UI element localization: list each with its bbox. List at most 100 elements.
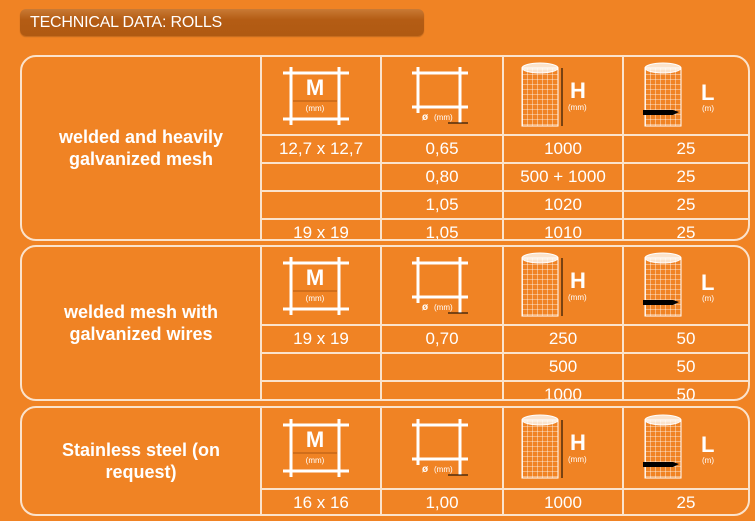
table-cell [260,164,380,190]
header-cell-wire: ø (mm) [380,57,502,134]
svg-text:(mm): (mm) [306,456,325,465]
spec-table: M (mm) ø (mm) H (mm) L (m) 12,7 x 12,7 0,65 1000 25… [260,57,748,239]
table-cell: 1,00 [380,490,502,514]
svg-text:(m): (m) [702,294,714,303]
svg-text:(mm): (mm) [434,465,453,474]
header-cell-mesh: M (mm) [260,247,380,324]
table-cell: 250 [502,326,622,352]
table-cell: 25 [622,136,748,162]
wire-diameter-icon: ø (mm) [412,66,468,123]
section-title: TECHNICAL DATA: ROLLS [30,14,222,31]
svg-text:(mm): (mm) [434,113,453,122]
table-cell: 25 [622,164,748,190]
product-panel: Stainless steel (on request) M (mm) ø (mm) H(… [20,406,750,516]
table-row: 1000 50 [260,380,748,399]
svg-text:L: L [701,80,714,105]
header-cell-length: L (m) [622,247,748,324]
svg-text:(mm): (mm) [434,303,453,312]
header-cell-mesh: M (mm) [260,408,380,488]
svg-text:(m): (m) [702,456,714,465]
table-cell: 0,70 [380,326,502,352]
table-cell: 500 [502,354,622,380]
header-cell-wire: ø (mm) [380,247,502,324]
header-cell-mesh: M (mm) [260,57,380,134]
spec-table: M (mm) ø (mm) H (mm) L (m) 19 x 19 0,70 250 50 500 50… [260,247,748,399]
svg-text:M: M [306,427,324,452]
table-cell: 1000 [502,382,622,399]
table-cell: 50 [622,354,748,380]
svg-text:H: H [570,268,586,293]
product-name: welded mesh with galvanized wires [63,302,219,344]
svg-text:(mm): (mm) [568,293,587,302]
product-panel: welded mesh with galvanized wires M (mm) ø (… [20,245,750,401]
table-row: 0,80 500 + 1000 25 [260,162,748,190]
table-cell [260,354,380,380]
table-cell: 19 x 19 [260,326,380,352]
table-cell [380,382,502,399]
table-cell: 1010 [502,220,622,239]
svg-text:M: M [306,75,324,100]
table-cell [260,192,380,218]
product-panel: welded and heavily galvanized mesh M (mm) ø… [20,55,750,241]
product-name: welded and heavily galvanized mesh [58,127,224,169]
mesh-size-icon: M (mm) [283,419,349,477]
roll-length-icon: L(m) [643,414,714,479]
table-cell: 1000 [502,490,622,514]
table-cell: 16 x 16 [260,490,380,514]
table-row: 19 x 19 1,05 1010 25 [260,218,748,239]
table-cell: 25 [622,220,748,239]
roll-height-icon: H(mm) [521,62,587,126]
spec-table: M (mm) ø (mm) H (mm) L (m) 16 x 16 1,00 1000 25 [260,408,748,514]
table-cell: 0,80 [380,164,502,190]
mesh-size-icon: M (mm) [283,66,349,125]
wire-diameter-icon: ø (mm) [412,256,468,313]
roll-height-icon: H(mm) [521,414,587,479]
wire-diameter-icon: ø (mm) [412,419,468,476]
table-cell: 1,05 [380,220,502,239]
header-cell-height: H (mm) [502,408,622,488]
table-cell: 50 [622,326,748,352]
svg-text:L: L [701,270,714,295]
table-cell: 25 [622,490,748,514]
table-row: 16 x 16 1,00 1000 25 [260,488,748,514]
table-row: 12,7 x 12,7 0,65 1000 25 [260,134,748,162]
svg-text:ø: ø [422,302,429,313]
header-row: M (mm) ø (mm) H (mm) L (m) [260,408,748,488]
roll-height-icon: H(mm) [521,252,587,316]
table-row: 1,05 1020 25 [260,190,748,218]
table-cell: 1020 [502,192,622,218]
section-title-bar: TECHNICAL DATA: ROLLS [20,9,424,36]
table-cell: 500 + 1000 [502,164,622,190]
header-cell-height: H (mm) [502,57,622,134]
table-cell: 1000 [502,136,622,162]
product-name: Stainless steel (on request) [61,440,221,482]
table-row: 500 50 [260,352,748,380]
header-cell-length: L (m) [622,408,748,488]
svg-text:(m): (m) [702,104,714,113]
header-cell-wire: ø (mm) [380,408,502,488]
svg-text:(mm): (mm) [306,294,325,303]
header-row: M (mm) ø (mm) H (mm) L (m) [260,57,748,134]
header-cell-length: L (m) [622,57,748,134]
table-cell [380,354,502,380]
roll-length-icon: L(m) [643,252,714,316]
table-cell: 25 [622,192,748,218]
svg-text:(mm): (mm) [568,103,587,112]
svg-text:(mm): (mm) [306,104,325,113]
header-row: M (mm) ø (mm) H (mm) L (m) [260,247,748,324]
svg-text:ø: ø [422,464,429,475]
roll-length-icon: L(m) [643,62,714,126]
svg-text:H: H [570,78,586,103]
svg-text:L: L [701,432,714,457]
table-cell: 0,65 [380,136,502,162]
svg-text:ø: ø [422,112,429,123]
table-row: 19 x 19 0,70 250 50 [260,324,748,352]
table-cell: 12,7 x 12,7 [260,136,380,162]
table-cell: 50 [622,382,748,399]
table-cell [260,382,380,399]
svg-text:(mm): (mm) [568,455,587,464]
mesh-size-icon: M (mm) [283,256,349,315]
svg-text:H: H [570,430,586,455]
table-cell: 1,05 [380,192,502,218]
svg-text:M: M [306,265,324,290]
